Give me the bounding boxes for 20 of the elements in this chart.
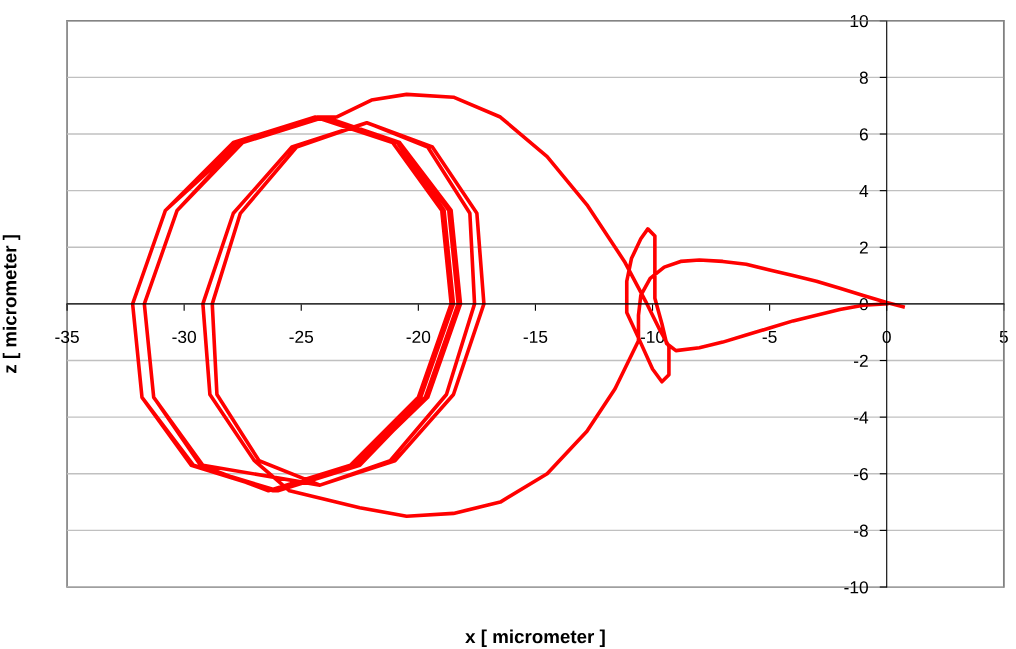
y-tick-label: -6 (853, 467, 868, 481)
y-tick-label: 2 (859, 241, 868, 254)
y-tick-label: -8 (853, 524, 868, 537)
y-tick-label: 6 (859, 128, 868, 141)
x-tick-label: -35 (55, 330, 79, 344)
x-tick-label: -5 (762, 330, 777, 344)
y-tick-label: 8 (859, 71, 868, 84)
y-axis-title: z [ micrometer ] (2, 235, 21, 373)
x-tick-label: -30 (172, 330, 197, 344)
y-tick-label: 10 (850, 14, 868, 28)
y-tick-label: -2 (853, 354, 868, 367)
y-tick-label: 4 (859, 184, 869, 197)
x-tick-label: -20 (406, 330, 431, 344)
y-tick-label: -4 (853, 411, 869, 424)
line-series (130, 92, 905, 519)
y-tick-label: -10 (844, 581, 868, 594)
x-tick-label: 5 (999, 330, 1008, 344)
x-tick-label: -15 (523, 330, 548, 344)
x-axis-title: x [ micrometer ] (465, 629, 605, 647)
x-tick-label: -25 (289, 330, 314, 344)
